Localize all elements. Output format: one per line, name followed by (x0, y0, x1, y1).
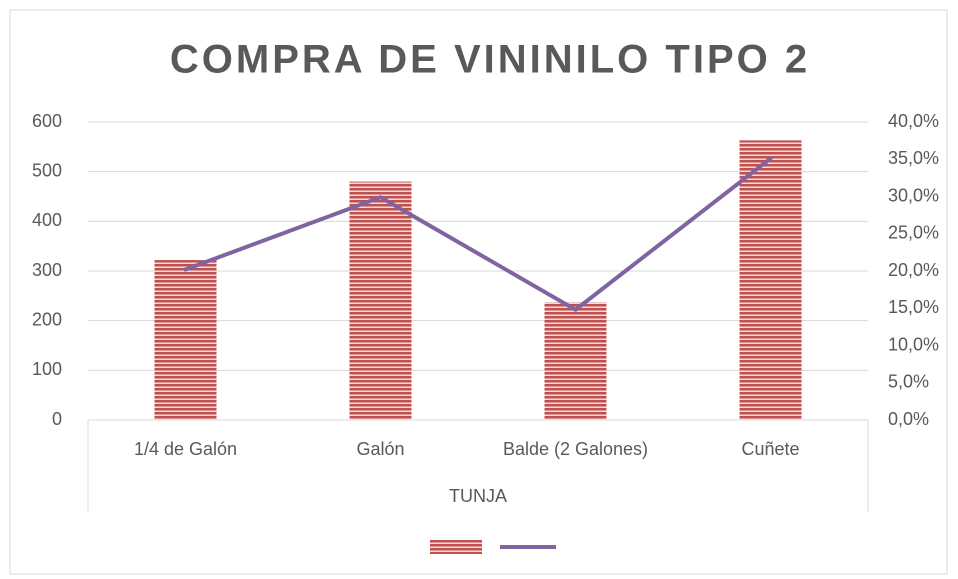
chart-title: COMPRA DE VININILO TIPO 2 (170, 38, 810, 82)
y-tick-label: 600 (32, 111, 62, 131)
y2-tick-label: 5,0% (888, 372, 929, 392)
y2-tick-label: 25,0% (888, 223, 939, 243)
bar (544, 302, 607, 420)
bar (154, 260, 217, 420)
bar (739, 140, 802, 421)
y2-tick-label: 35,0% (888, 148, 939, 168)
y2-tick-label: 10,0% (888, 334, 939, 354)
x-axis-label: TUNJA (449, 486, 507, 506)
y2-tick-label: 0,0% (888, 409, 929, 429)
y2-tick-label: 30,0% (888, 185, 939, 205)
legend-swatch (430, 540, 482, 554)
y-tick-label: 500 (32, 160, 62, 180)
x-tick-label: Galón (356, 439, 404, 459)
x-tick-label: Balde (2 Galones) (503, 439, 648, 459)
y2-tick-label: 15,0% (888, 297, 939, 317)
x-tick-label: Cuñete (741, 439, 799, 459)
y-tick-label: 400 (32, 210, 62, 230)
bar (349, 181, 412, 420)
y-tick-label: 0 (52, 409, 62, 429)
y-tick-label: 100 (32, 359, 62, 379)
y-tick-label: 200 (32, 309, 62, 329)
y2-tick-label: 40,0% (888, 111, 939, 131)
line (183, 156, 773, 312)
y-tick-label: 300 (32, 260, 62, 280)
x-tick-label: 1/4 de Galón (134, 439, 237, 459)
y2-tick-label: 20,0% (888, 260, 939, 280)
